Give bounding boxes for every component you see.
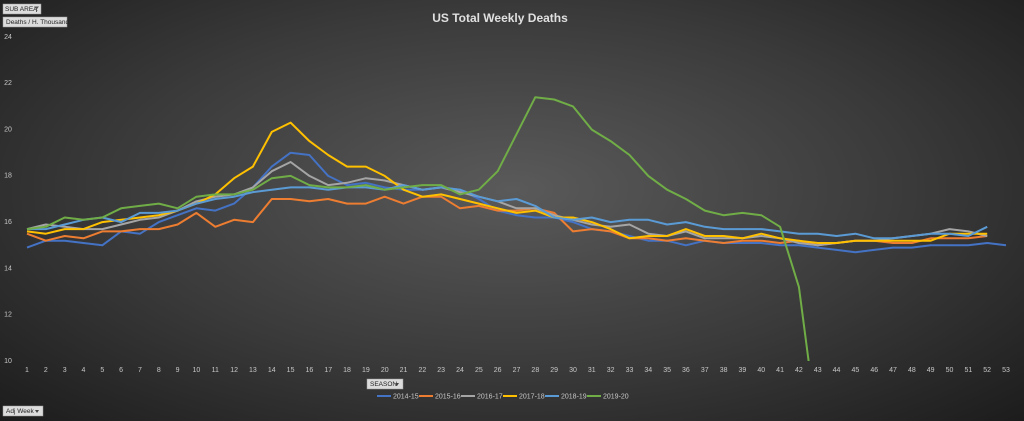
- x-tick-label: 34: [644, 367, 652, 374]
- x-tick-label: 17: [324, 367, 332, 374]
- y-tick-label: 22: [4, 80, 12, 87]
- y-tick-label: 16: [4, 219, 12, 226]
- legend-item: 2014-15: [377, 393, 419, 400]
- x-tick-label: 21: [400, 367, 408, 374]
- button-bg: [366, 378, 404, 390]
- legend-label: 2019-20: [603, 393, 629, 400]
- x-tick-label: 6: [119, 367, 123, 374]
- legend-item: 2017-18: [503, 393, 545, 400]
- x-tick-label: 13: [249, 367, 257, 374]
- y-tick-label: 18: [4, 173, 12, 180]
- x-tick-label: 41: [776, 367, 784, 374]
- button-bg: [2, 405, 44, 417]
- x-tick-label: 50: [946, 367, 954, 374]
- dropdown-icon: [395, 383, 399, 386]
- chart-title: US Total Weekly Deaths: [432, 11, 568, 25]
- x-tick-label: 51: [964, 367, 972, 374]
- y-tick-label: 24: [4, 34, 12, 41]
- x-tick-label: 8: [157, 367, 161, 374]
- x-tick-label: 35: [663, 367, 671, 374]
- y-tick-label: 14: [4, 265, 12, 272]
- x-tick-label: 40: [757, 367, 765, 374]
- x-tick-label: 42: [795, 367, 803, 374]
- axis-field-button[interactable]: Adj Week: [2, 405, 44, 417]
- value-field-button[interactable]: Deaths / H. Thousand: [2, 16, 69, 28]
- legend-label: 2016-17: [477, 393, 503, 400]
- x-tick-label: 29: [550, 367, 558, 374]
- x-tick-label: 39: [739, 367, 747, 374]
- button-label: Adj Week: [6, 408, 34, 415]
- x-tick-label: 5: [100, 367, 104, 374]
- x-tick-label: 19: [362, 367, 370, 374]
- x-tick-label: 48: [908, 367, 916, 374]
- series-line: [26, 121, 988, 244]
- x-tick-label: 49: [927, 367, 935, 374]
- x-tick-label: 37: [701, 367, 709, 374]
- x-tick-label: 32: [607, 367, 615, 374]
- x-tick-label: 43: [814, 367, 822, 374]
- x-tick-label: 1: [25, 367, 29, 374]
- legend-item: 2018-19: [545, 393, 587, 400]
- legend-label: 2015-16: [435, 393, 461, 400]
- dropdown-icon: [35, 410, 39, 413]
- filter-button[interactable]: SUB AREA: [2, 3, 42, 15]
- y-tick-label: 10: [4, 358, 12, 365]
- x-tick-label: 33: [626, 367, 634, 374]
- series-line: [26, 96, 810, 361]
- x-tick-label: 11: [212, 367, 219, 374]
- x-tick-label: 38: [720, 367, 728, 374]
- x-tick-label: 15: [287, 367, 295, 374]
- x-tick-label: 31: [588, 367, 596, 374]
- legend-item: 2019-20: [587, 393, 629, 400]
- legend-item: 2015-16: [419, 393, 461, 400]
- button-label: SUB AREA: [5, 6, 38, 13]
- x-tick-label: 24: [456, 367, 464, 374]
- x-tick-label: 10: [193, 367, 201, 374]
- x-tick-label: 16: [306, 367, 314, 374]
- x-tick-label: 23: [437, 367, 445, 374]
- x-tick-label: 7: [138, 367, 142, 374]
- x-tick-label: 14: [268, 367, 276, 374]
- legend-item: 2016-17: [461, 393, 503, 400]
- x-tick-label: 44: [833, 367, 841, 374]
- series-line: [26, 161, 988, 247]
- legend-label: 2014-15: [393, 393, 419, 400]
- x-tick-label: 47: [889, 367, 897, 374]
- x-tick-label: 46: [870, 367, 878, 374]
- x-tick-label: 22: [418, 367, 426, 374]
- legend-label: 2018-19: [561, 393, 587, 400]
- legend-label: 2017-18: [519, 393, 545, 400]
- x-tick-label: 12: [230, 367, 238, 374]
- button-bg: [2, 16, 68, 28]
- y-tick-label: 20: [4, 126, 12, 133]
- x-tick-label: 36: [682, 367, 690, 374]
- x-tick-label: 53: [1002, 367, 1010, 374]
- button-bg: [2, 3, 42, 15]
- x-tick-label: 3: [63, 367, 67, 374]
- x-tick-label: 20: [381, 367, 389, 374]
- plot-lines: [26, 96, 1007, 361]
- x-tick-label: 28: [531, 367, 539, 374]
- x-tick-label: 25: [475, 367, 483, 374]
- y-tick-label: 12: [4, 312, 12, 319]
- legend-field-button[interactable]: SEASON: [366, 378, 404, 390]
- series-line: [27, 184, 988, 240]
- x-tick-label: 2: [44, 367, 48, 374]
- x-tick-label: 52: [983, 367, 991, 374]
- x-tick-label: 27: [513, 367, 521, 374]
- x-tick-label: 26: [494, 367, 502, 374]
- series-line: [26, 151, 1007, 254]
- x-tick-label: 30: [569, 367, 577, 374]
- x-tick-label: 45: [851, 367, 859, 374]
- filter-icon: [34, 6, 39, 12]
- x-tick-label: 9: [176, 367, 180, 374]
- x-tick-label: 4: [82, 367, 86, 374]
- button-label: SEASON: [370, 381, 397, 388]
- x-tick-label: 18: [343, 367, 351, 374]
- button-label: Deaths / H. Thousand: [6, 19, 69, 26]
